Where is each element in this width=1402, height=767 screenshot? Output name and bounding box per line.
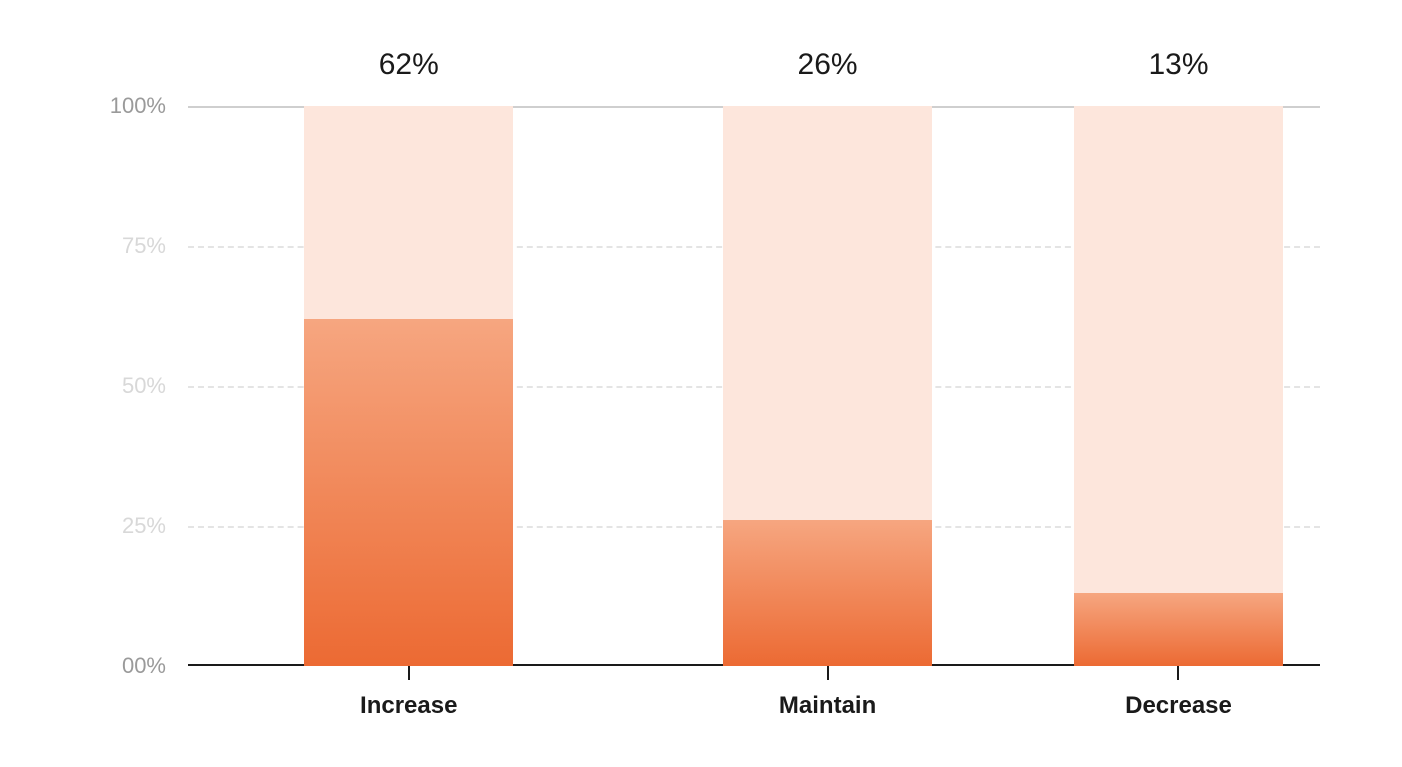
y-tick-label: 25% [122,513,166,539]
y-tick-label: 75% [122,233,166,259]
y-tick-label: 50% [122,373,166,399]
x-tick-mark [827,666,829,680]
x-category-label: Increase [360,692,457,720]
bar-background [1074,106,1283,666]
bars-layer [188,106,1320,666]
value-labels-row: 62% 26% 13% [100,40,1320,90]
y-tick-label: 00% [122,653,166,679]
bar-fill [723,520,932,666]
bar-value-label: 62% [379,48,439,82]
bar-group [723,106,932,666]
plot-area: 100%75%50%25%00% [100,106,1320,666]
x-category-label: Decrease [1125,692,1232,720]
bar-fill [304,319,513,666]
bar-value-label: 26% [798,48,858,82]
bar-value-label: 13% [1148,48,1208,82]
bar-group [1074,106,1283,666]
bar-group [304,106,513,666]
y-tick-label: 100% [110,93,166,119]
bar-fill [1074,593,1283,666]
x-tick-mark [1177,666,1179,680]
x-tick-mark [408,666,410,680]
x-category-label: Maintain [779,692,876,720]
bar-chart: 62% 26% 13% 100% 75% 50% 25% 00% Increase Maint… [100,40,1320,740]
y-axis: 100%75%50%25%00% [100,106,180,666]
x-axis-labels: Increase Maintain Decrease [188,680,1320,720]
